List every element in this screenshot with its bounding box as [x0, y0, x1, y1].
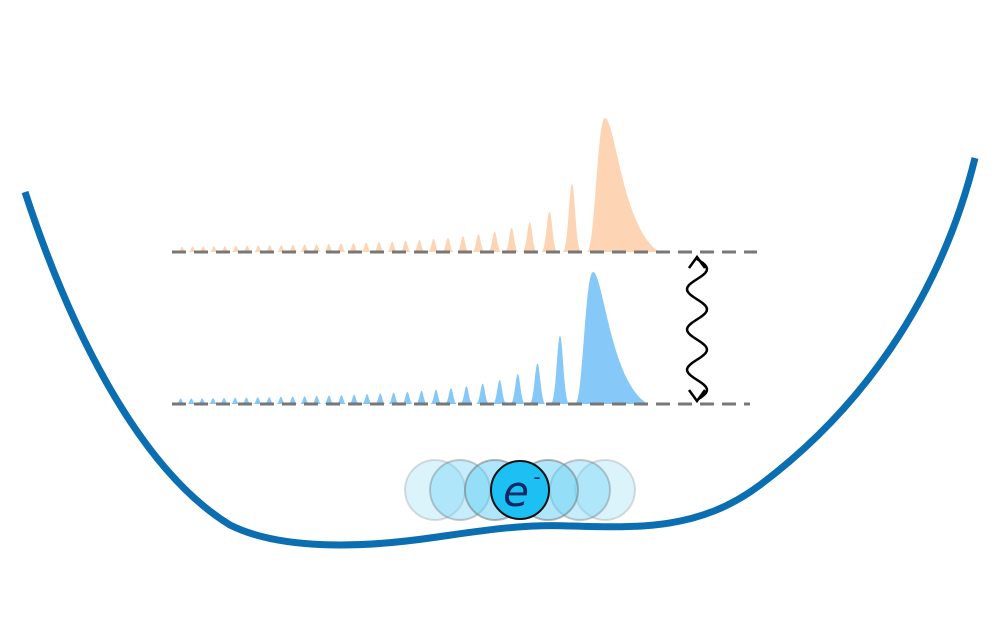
electron-symbol: e — [503, 467, 529, 516]
electron: e - — [490, 460, 550, 520]
transition-arrow — [685, 254, 709, 404]
density-peaks — [176, 272, 648, 404]
density-peaks — [177, 118, 660, 252]
excited-density — [177, 118, 660, 252]
electron-charge: - — [533, 465, 540, 489]
potential-well — [21, 157, 979, 549]
ground-density — [176, 272, 648, 404]
